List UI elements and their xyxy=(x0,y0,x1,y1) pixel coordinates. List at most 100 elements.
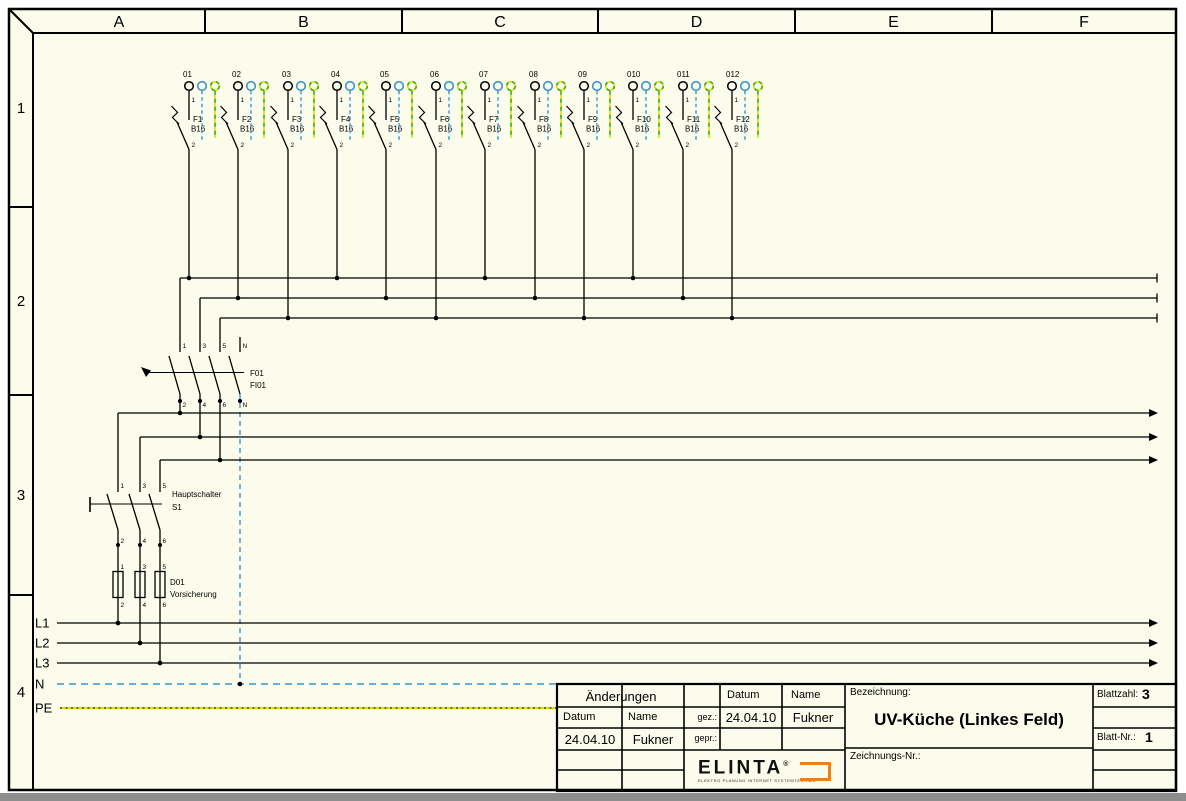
logo-orange-bracket-icon xyxy=(800,762,831,781)
switch-contact-blade xyxy=(106,493,119,531)
breaker-contact-blade xyxy=(670,121,684,150)
logo-tagline: ELEKTRO PLANUNG INTERNET SYSTEMTECHNIK xyxy=(698,778,817,784)
rcd-contact-blade xyxy=(208,355,221,395)
breaker-device-label: F5 xyxy=(390,115,400,124)
breaker-rating-label: B16 xyxy=(635,125,650,134)
breaker-rating-label: B16 xyxy=(487,125,502,134)
frame-row-number: 3 xyxy=(17,487,25,504)
arrowhead-icon xyxy=(1149,619,1158,627)
terminal-number: 1 xyxy=(121,564,125,571)
breaker-rating-label: B16 xyxy=(685,125,700,134)
terminal-number: 1 xyxy=(538,97,542,104)
power-rail-label: L1 xyxy=(35,616,49,631)
terminal-number: 1 xyxy=(241,97,245,104)
breaker-trip-hook-icon xyxy=(517,105,526,125)
terminal-number: 1 xyxy=(587,97,591,104)
terminal-number: 2 xyxy=(538,142,542,149)
breaker-rating-label: B16 xyxy=(537,125,552,134)
arrowhead-icon xyxy=(1149,456,1158,464)
terminal-number: 6 xyxy=(163,538,167,545)
frame-row-number: 2 xyxy=(17,293,25,310)
breaker-device-label: F11 xyxy=(687,115,701,124)
breaker-rating-label: B16 xyxy=(388,125,403,134)
power-rail-label: L2 xyxy=(35,636,49,651)
phase-busbars xyxy=(179,273,1158,352)
breaker-device-label: F10 xyxy=(637,115,651,124)
terminal-number: N xyxy=(243,343,248,350)
neutral-outlet-circle xyxy=(295,80,307,92)
pe-outlet-circle-green xyxy=(555,80,567,92)
neutral-outlet-circle xyxy=(492,80,504,92)
neutral-outlet-circle xyxy=(690,80,702,92)
terminal-number: 6 xyxy=(163,602,167,609)
phase-outlet-circle xyxy=(726,80,738,92)
circuit-number: 04 xyxy=(331,70,340,79)
frame-column-letter: F xyxy=(1079,14,1089,31)
titleblock-blattnr-label: Blatt-Nr.: xyxy=(1097,732,1136,743)
terminal-number: 5 xyxy=(163,564,167,571)
terminal-number: 2 xyxy=(636,142,640,149)
power-rail-label: L3 xyxy=(35,656,49,671)
breaker-contact-blade xyxy=(275,121,289,150)
breaker-device-label: F1 xyxy=(193,115,203,124)
terminal-number: 1 xyxy=(636,97,640,104)
frame-row-number: 4 xyxy=(17,684,25,701)
rcd-device-alt-label: FI01 xyxy=(250,381,267,390)
breaker-rating-label: B16 xyxy=(191,125,206,134)
neutral-outlet-circle xyxy=(245,80,257,92)
circuit-number: 03 xyxy=(282,70,291,79)
breaker-trip-hook-icon xyxy=(714,105,723,125)
company-logo: ELINTA® ELEKTRO PLANUNG INTERNET SYSTEMT… xyxy=(684,750,845,791)
titleblock-aenderungen-header: Änderungen xyxy=(585,688,657,704)
phase-outlet-circle xyxy=(627,80,639,92)
rcd-contact-blade xyxy=(228,355,241,395)
terminal-number: 5 xyxy=(163,483,167,490)
junction-dot xyxy=(680,295,686,301)
phase-outlet-circle xyxy=(282,80,294,92)
breaker-device-label: F9 xyxy=(588,115,598,124)
phase-outlet-circle xyxy=(677,80,689,92)
logo-registered-mark: ® xyxy=(783,761,789,768)
neutral-outlet-circle xyxy=(739,80,751,92)
junction-dot xyxy=(581,315,587,321)
breaker-device-label: F6 xyxy=(440,115,450,124)
fuse-body xyxy=(154,570,166,599)
neutral-outlet-circle xyxy=(542,80,554,92)
arrowhead-icon xyxy=(1149,409,1158,417)
titleblock-drawn-date-label: Datum xyxy=(727,689,760,701)
titleblock-drawn-date: 24.04.10 xyxy=(725,710,777,725)
terminal-number: 3 xyxy=(143,483,147,490)
terminal-number: 2 xyxy=(121,538,125,545)
rcd-contact-blade xyxy=(168,355,181,395)
neutral-outlet-circle xyxy=(393,80,405,92)
pe-outlet-circle-green xyxy=(703,80,715,92)
breaker-contact-blade xyxy=(373,121,387,150)
junction-dot xyxy=(334,275,340,281)
window-bottom-edge xyxy=(0,793,1186,801)
switch-contact-blade xyxy=(148,493,161,531)
terminal-number: 2 xyxy=(121,602,125,609)
pe-outlet-circle-green xyxy=(308,80,320,92)
terminal-number: 1 xyxy=(686,97,690,104)
breaker-device-label: F4 xyxy=(341,115,351,124)
main-switch-s1: 1 2 3 4 5 6 Hauptschalter S1 xyxy=(89,483,222,663)
junction-dot xyxy=(383,295,389,301)
terminal-number: 4 xyxy=(143,602,147,609)
terminal-number: 2 xyxy=(488,142,492,149)
junction-dot xyxy=(237,681,243,687)
titleblock-change-name-label: Name xyxy=(628,711,658,723)
breaker-contact-blade xyxy=(719,121,733,150)
titleblock-drawn-name-label: Name xyxy=(791,689,821,701)
power-rail-label: N xyxy=(35,677,44,692)
breaker-contact-blade xyxy=(522,121,536,150)
junction-dot xyxy=(186,275,192,281)
terminal-number: 3 xyxy=(143,564,147,571)
titleblock-change-date: 24.04.10 xyxy=(564,731,616,747)
terminal-number: 1 xyxy=(735,97,739,104)
main-switch-device: S1 xyxy=(172,503,182,512)
phase-outlet-circle xyxy=(331,80,343,92)
frame-column-letter: C xyxy=(494,14,506,31)
